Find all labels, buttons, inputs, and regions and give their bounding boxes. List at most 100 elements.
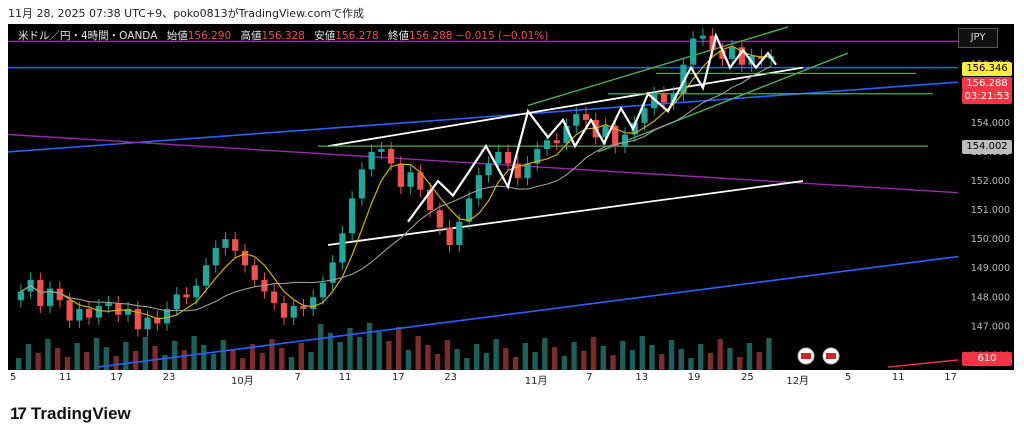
tradingview-logo-icon: 17: [10, 404, 27, 423]
candle-body: [553, 140, 560, 144]
volume-bar: [434, 354, 441, 370]
volume-bar: [230, 349, 236, 370]
volume-bar: [746, 343, 753, 370]
tradingview-logo-text: TradingView: [30, 404, 131, 423]
volume-bar: [444, 340, 451, 370]
volume-bar: [357, 337, 363, 370]
candle-body: [465, 198, 473, 222]
low-value: 156.278: [335, 30, 379, 42]
candle-body: [514, 163, 521, 179]
candle-body: [310, 297, 317, 309]
trendline-blue-lower: [97, 255, 959, 368]
candle-body: [504, 151, 512, 164]
volume-bar: [152, 346, 158, 370]
us-flag-icon-stripe: [801, 353, 811, 359]
currency-button[interactable]: JPY: [958, 28, 998, 48]
volume-bar: [93, 338, 100, 370]
high-label: 高値: [240, 30, 262, 42]
candle-body: [280, 303, 288, 318]
x-tick-label: 7: [586, 372, 593, 383]
candle-body: [709, 35, 716, 51]
candle-body: [183, 294, 190, 298]
candle-body: [144, 317, 151, 330]
volume-bar: [532, 352, 538, 370]
y-tick-label: 152.000: [971, 176, 1010, 187]
volume-bar: [240, 358, 246, 370]
candle-body: [417, 172, 424, 190]
y-tick-label: 150.000: [971, 234, 1010, 245]
candle-body: [738, 47, 746, 65]
volume-bar: [191, 336, 197, 370]
open-value: 156.290: [187, 30, 232, 42]
candle-body: [680, 64, 687, 94]
candle-body: [368, 151, 375, 170]
volume-bar: [503, 348, 509, 370]
x-tick-label: 19: [687, 372, 701, 383]
candle-body: [251, 265, 258, 280]
volume-bar: [54, 348, 61, 370]
volume-bar: [590, 337, 597, 370]
volume-bar: [298, 343, 304, 370]
candle-body: [456, 221, 463, 245]
chart-plot: 156.000155.000154.000153.000152.000151.0…: [8, 26, 1010, 370]
volume-bar: [522, 343, 529, 370]
volume-bar: [620, 341, 626, 370]
volume-bar: [288, 357, 295, 370]
moving-average-fast: [20, 45, 772, 320]
volume-bar: [629, 350, 636, 370]
volume-bar: [84, 352, 90, 370]
price-chart[interactable]: 156.000155.000154.000153.000152.000151.0…: [8, 24, 1014, 370]
x-tick-label: 11: [58, 372, 72, 383]
y-tick-label: 154.000: [971, 118, 1010, 129]
volume-bar: [16, 358, 22, 370]
x-tick-label: 17: [391, 372, 405, 383]
candle-body: [202, 265, 210, 286]
x-tick-label: 10月: [231, 376, 254, 387]
volume-bar: [45, 339, 51, 370]
volume-bar: [308, 352, 314, 370]
volume-bar: [405, 350, 412, 370]
change-value: −0.015 (−0.01%): [455, 30, 549, 42]
candle-body: [329, 262, 336, 283]
tradingview-logo[interactable]: 17 TradingView: [10, 404, 131, 424]
candle-body: [543, 140, 551, 150]
close-value: 156.288: [409, 30, 453, 42]
volume-bar: [610, 355, 616, 370]
candle-body: [436, 210, 443, 228]
candle-body: [115, 303, 122, 315]
volume-bar: [415, 336, 421, 370]
candle-body: [56, 288, 63, 301]
volume-bar: [425, 345, 431, 370]
volume-bar: [678, 349, 684, 370]
close-label: 終値: [388, 30, 410, 42]
ohlc-legend: 米ドル／円・4時間・OANDA 始値156.290 高値156.328 安値15…: [18, 28, 548, 43]
x-tick-label: 11: [338, 372, 352, 383]
time-axis[interactable]: 5 11 17 23 10月 7 11 17 23 11月 7 13 19 25 12月 5 11 17: [8, 370, 1014, 388]
candle-body: [388, 149, 395, 164]
candle-body: [163, 308, 171, 324]
volume-bar: [571, 342, 577, 370]
channel-green-upper: [527, 26, 789, 107]
candle-body: [651, 93, 658, 109]
volume-bar: [600, 346, 606, 370]
volume-bar: [123, 342, 129, 370]
x-tick-label: 23: [162, 372, 176, 383]
indicator-line-red: [887, 359, 959, 368]
volume-bar: [74, 343, 80, 370]
price-tag-current: 156.288: [962, 77, 1012, 91]
trendline-blue-upper: [8, 81, 959, 153]
volume-bar: [396, 327, 402, 370]
candle-body: [358, 169, 366, 199]
candle-body: [524, 163, 531, 179]
price-tag-timer: 03:21:53: [962, 90, 1012, 104]
volume-bar: [717, 339, 723, 370]
volume-bar: [201, 345, 207, 370]
low-label: 安値: [314, 30, 336, 42]
channel-white-lower: [327, 180, 804, 246]
channel-white-upper: [327, 66, 804, 148]
candle-body: [426, 189, 434, 211]
volume-bar: [512, 357, 519, 370]
candle-body: [85, 308, 93, 318]
volume-bar: [688, 358, 694, 370]
candle-body: [407, 172, 414, 187]
